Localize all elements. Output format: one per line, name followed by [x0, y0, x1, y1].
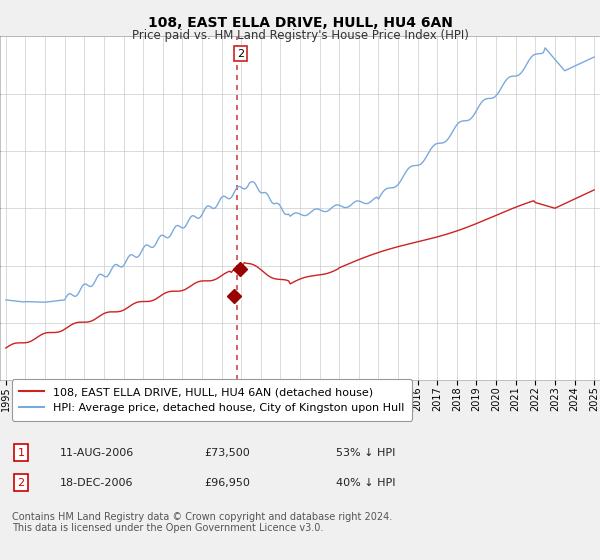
- Text: 2: 2: [236, 49, 244, 59]
- Text: 53% ↓ HPI: 53% ↓ HPI: [336, 447, 395, 458]
- Text: 1: 1: [17, 447, 25, 458]
- Legend: 108, EAST ELLA DRIVE, HULL, HU4 6AN (detached house), HPI: Average price, detach: 108, EAST ELLA DRIVE, HULL, HU4 6AN (det…: [11, 379, 412, 421]
- Text: 18-DEC-2006: 18-DEC-2006: [60, 478, 133, 488]
- Text: 2: 2: [17, 478, 25, 488]
- Text: 108, EAST ELLA DRIVE, HULL, HU4 6AN: 108, EAST ELLA DRIVE, HULL, HU4 6AN: [148, 16, 452, 30]
- Text: £73,500: £73,500: [204, 447, 250, 458]
- Text: 11-AUG-2006: 11-AUG-2006: [60, 447, 134, 458]
- Text: 40% ↓ HPI: 40% ↓ HPI: [336, 478, 395, 488]
- Text: Price paid vs. HM Land Registry's House Price Index (HPI): Price paid vs. HM Land Registry's House …: [131, 29, 469, 42]
- Text: £96,950: £96,950: [204, 478, 250, 488]
- Text: Contains HM Land Registry data © Crown copyright and database right 2024.
This d: Contains HM Land Registry data © Crown c…: [12, 512, 392, 533]
